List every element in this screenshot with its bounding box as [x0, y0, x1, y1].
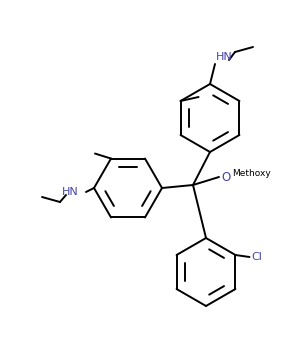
Text: HN: HN: [62, 187, 79, 197]
Text: Methoxy: Methoxy: [232, 168, 271, 177]
Text: O: O: [221, 170, 230, 184]
Text: HN: HN: [216, 52, 233, 62]
Text: Cl: Cl: [252, 252, 262, 262]
